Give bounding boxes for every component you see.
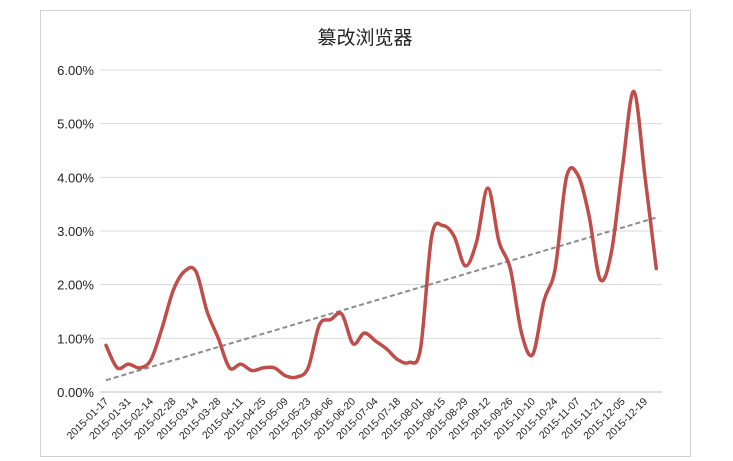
chart-frame <box>40 10 691 457</box>
y-tick-label: 1.00% <box>57 331 94 346</box>
y-tick-label: 5.00% <box>57 117 94 132</box>
y-tick-label: 2.00% <box>57 278 94 293</box>
y-tick-label: 4.00% <box>57 170 94 185</box>
chart-title: 篡改浏览器 <box>317 27 412 49</box>
y-tick-label: 3.00% <box>57 224 94 239</box>
data-line <box>104 89 659 380</box>
y-tick-label: 0.00% <box>57 385 94 400</box>
y-tick-label: 6.00% <box>57 63 94 78</box>
